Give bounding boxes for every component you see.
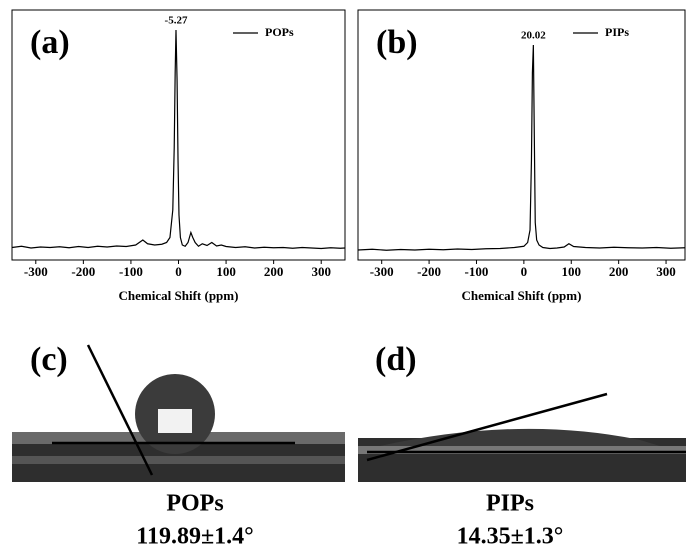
legend-label: POPs (265, 25, 294, 39)
peak-label: -5.27 (165, 15, 188, 27)
x-tick-label: 200 (609, 264, 629, 279)
x-tick-label: 100 (562, 264, 582, 279)
x-tick-label: 200 (264, 264, 284, 279)
peak-label: 20.02 (521, 30, 546, 42)
contact-angle: 119.89±1.4° (136, 524, 253, 550)
x-tick-label: -300 (24, 264, 48, 279)
x-tick-label: 300 (656, 264, 676, 279)
photo-c: (c) POPs 119.89±1.4° (12, 341, 345, 550)
x-axis-label: Chemical Shift (ppm) (119, 288, 239, 303)
spectrum-line (357, 44, 686, 251)
contact-angle: 14.35±1.3° (457, 524, 564, 550)
x-tick-label: -100 (465, 264, 489, 279)
x-tick-label: 100 (216, 264, 236, 279)
photo-d: (d) PIPs 14.35±1.3° (358, 341, 686, 550)
panel-label: (d) (375, 341, 417, 378)
x-tick-label: -200 (417, 264, 441, 279)
sample-name: POPs (166, 491, 223, 517)
sample-name: PIPs (486, 491, 534, 517)
x-tick-label: 300 (311, 264, 331, 279)
x-tick-label: -300 (370, 264, 394, 279)
x-tick-label: -200 (71, 264, 95, 279)
legend-label: PIPs (605, 25, 629, 39)
panel-label: (c) (30, 341, 68, 378)
panel-label: (b) (376, 24, 418, 61)
x-tick-label: -100 (119, 264, 143, 279)
x-axis-label: Chemical Shift (ppm) (462, 288, 582, 303)
x-tick-label: 0 (175, 264, 182, 279)
plot-frame (357, 9, 686, 261)
x-tick-label: 0 (521, 264, 528, 279)
panel-label: (a) (30, 24, 70, 61)
spectrum-line (11, 29, 346, 250)
